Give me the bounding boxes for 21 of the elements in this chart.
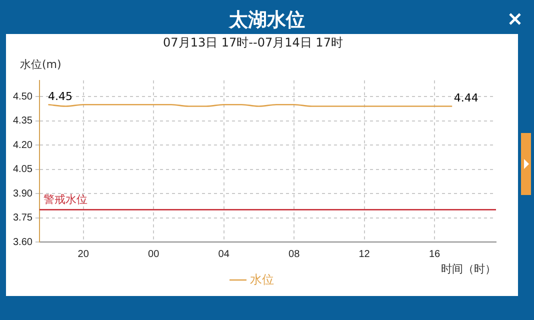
ref-line-label: 警戒水位 [43,193,88,206]
x-tick-label: 08 [288,248,300,260]
x-tick-label: 12 [358,248,370,260]
x-tick-label: 00 [148,248,160,260]
y-tick-label: 4.20 [12,140,33,151]
y-tick-label: 3.90 [12,188,33,200]
chart-title: 太湖水位 [228,8,306,33]
y-axis-title: 水位(m) [20,58,62,71]
y-tick-label: 4.35 [12,116,33,127]
x-axis-title: 时间（时） [441,262,496,276]
y-tick-label: 4.05 [12,164,33,176]
y-tick-label: 3.60 [12,236,33,248]
legend-label: 水位 [250,272,274,286]
x-tick-label: 04 [218,248,230,260]
data-label: 4.44 [454,92,478,105]
x-tick-label: 20 [78,248,90,260]
y-tick-label: 3.75 [12,212,33,224]
chart-subtitle: 07月13日 17时--07月14日 17时 [163,35,343,50]
data-label: 4.45 [48,90,72,103]
y-tick-label: 4.50 [12,91,33,102]
x-tick-label: 16 [428,248,441,260]
